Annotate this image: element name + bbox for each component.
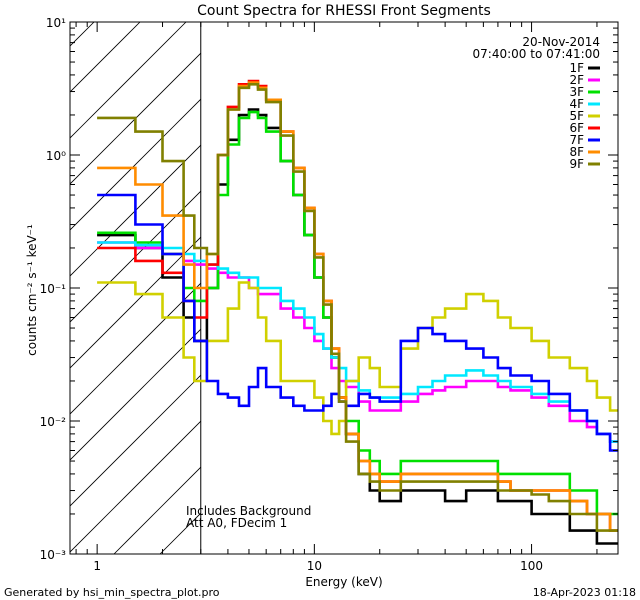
legend-label-1F: 1F [569, 61, 584, 75]
hatch-line [70, 420, 201, 553]
footer-generated-by: Generated by hsi_min_spectra_plot.pro [4, 586, 220, 599]
x-tick-label: 1 [93, 559, 101, 573]
hatch-line [390, 0, 640, 554]
hatch-line [70, 190, 201, 323]
hatch-line [113, 466, 201, 554]
y-tick-label: 10¹ [46, 16, 66, 30]
y-tick-label: 10⁻¹ [40, 282, 67, 296]
chart-title: Count Spectra for RHESSI Front Segments [197, 3, 491, 19]
y-tick-label: 10⁰ [46, 149, 66, 163]
hatch-line [70, 374, 201, 507]
series-5F-line [97, 281, 618, 436]
x-tick-label: 10 [307, 559, 322, 573]
hatch-line [298, 0, 640, 554]
series-7F-line [97, 193, 618, 452]
hatch-line [70, 22, 95, 47]
hatch-line [70, 98, 201, 231]
annotation-background: Includes Background [186, 504, 311, 518]
legend-label-2F: 2F [569, 73, 584, 87]
hatch-line [436, 0, 640, 554]
series-4F-line [97, 241, 618, 443]
series-1F-line [97, 108, 618, 545]
footer-timestamp: 18-Apr-2023 01:18 [533, 586, 636, 599]
hatch-line [70, 22, 141, 93]
legend-label-5F: 5F [569, 109, 584, 123]
x-tick-label: 100 [520, 559, 543, 573]
hatch-line [344, 0, 640, 554]
hatch-line [70, 236, 201, 369]
y-tick-label: 10⁻³ [40, 548, 67, 562]
hatch-line [528, 0, 640, 554]
hatch-line [70, 144, 201, 277]
hatch-line [620, 0, 640, 554]
legend-time-range: 07:40:00 to 07:41:00 [473, 47, 600, 61]
legend-label-7F: 7F [569, 133, 584, 147]
y-tick-label: 10⁻² [40, 415, 67, 429]
legend-date: 20-Nov-2014 [522, 35, 600, 49]
annotation-attenuator: Att A0, FDecim 1 [186, 516, 287, 530]
legend-label-3F: 3F [569, 85, 584, 99]
legend-label-8F: 8F [569, 145, 584, 159]
axis-ticks [70, 21, 618, 555]
legend-label-9F: 9F [569, 157, 584, 171]
hatch-line [482, 0, 640, 554]
x-axis-label: Energy (keV) [305, 575, 382, 589]
legend-label-4F: 4F [569, 97, 584, 111]
hatch-line [70, 328, 201, 461]
hatch-line [70, 52, 201, 185]
series-9F-line [97, 83, 618, 532]
y-axis-label: counts cm⁻² s⁻¹ keV⁻¹ [25, 224, 39, 356]
hatch-line [70, 22, 187, 139]
legend-label-6F: 6F [569, 121, 584, 135]
